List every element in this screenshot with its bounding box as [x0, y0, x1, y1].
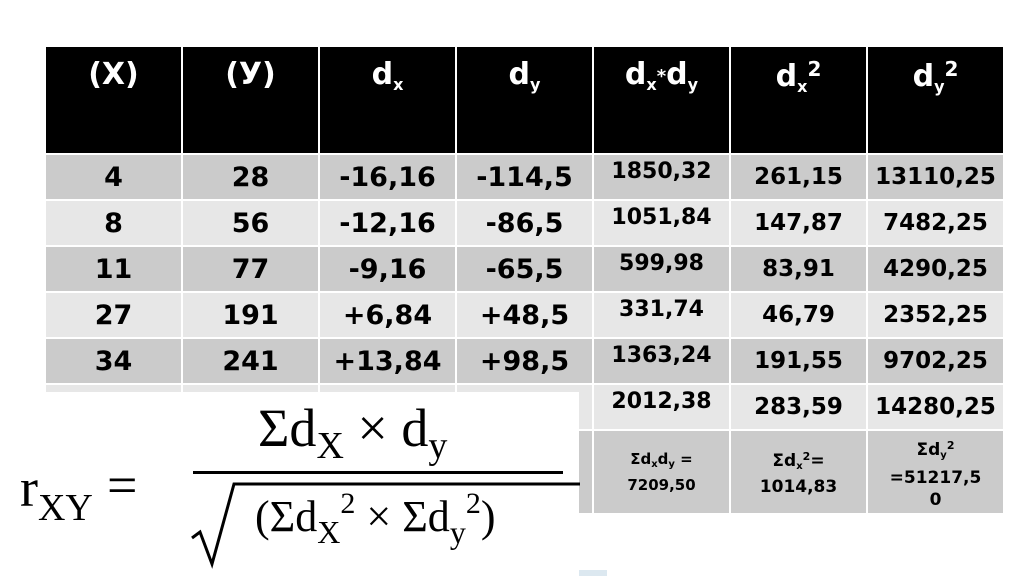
table-row: 4 28 -16,16 -114,5 1850,32 261,15 13110,25	[44, 153, 1005, 201]
formula-numerator: ΣdX × dy	[258, 398, 448, 467]
table-row: 34 241 +13,84 +98,5 1363,24 191,55 9702,25	[44, 337, 1005, 385]
table-cell: 56	[181, 199, 320, 247]
fraction-bar	[193, 471, 563, 474]
table-cell: -114,5	[455, 153, 594, 201]
table-cell: 4	[44, 153, 183, 201]
header-row: (X) (У) dx dy dx*dy dx2 dy2	[44, 45, 1005, 155]
table-cell: 9702,25	[866, 337, 1005, 385]
formula-denominator: (ΣdX2 × Σdy2)	[255, 487, 496, 550]
sum-dx-dy: Σdxdy = 7209,50	[592, 429, 731, 515]
sum-dx-squared: Σdx2= 1014,83	[729, 429, 868, 515]
table-cell: 46,79	[729, 291, 868, 339]
table-cell: 331,74	[592, 291, 731, 339]
table-cell: 13110,25	[866, 153, 1005, 201]
table-cell: 1363,24	[592, 337, 731, 385]
table-cell: -86,5	[455, 199, 594, 247]
table-row: 27 191 +6,84 +48,5 331,74 46,79 2352,25	[44, 291, 1005, 339]
table-cell: 261,15	[729, 153, 868, 201]
header-y: (У)	[181, 45, 320, 155]
table-cell: 4290,25	[866, 245, 1005, 293]
table-cell: 147,87	[729, 199, 868, 247]
table-row: 8 56 -12,16 -86,5 1051,84 147,87 7482,25	[44, 199, 1005, 247]
header-dx: dx	[318, 45, 457, 155]
table-cell: 7482,25	[866, 199, 1005, 247]
table-cell: -65,5	[455, 245, 594, 293]
table-cell: +6,84	[318, 291, 457, 339]
table-cell: +13,84	[318, 337, 457, 385]
sum-dy-squared: Σdy2 =51217,5 0	[866, 429, 1005, 515]
table-cell: 241	[181, 337, 320, 385]
table-cell: +48,5	[455, 291, 594, 339]
image-edge	[579, 570, 607, 576]
table-cell: 8	[44, 199, 183, 247]
header-x: (X)	[44, 45, 183, 155]
table-cell: +98,5	[455, 337, 594, 385]
formula-lhs: rXY	[20, 458, 93, 529]
header-dx-dy: dx*dy	[592, 45, 731, 155]
table-cell: 1051,84	[592, 199, 731, 247]
table-cell: -9,16	[318, 245, 457, 293]
table-cell: 2012,38	[592, 383, 731, 431]
table-cell: 599,98	[592, 245, 731, 293]
table-cell: 83,91	[729, 245, 868, 293]
table-cell: 11	[44, 245, 183, 293]
table-cell: 283,59	[729, 383, 868, 431]
table-cell: 191	[181, 291, 320, 339]
table-cell: 2352,25	[866, 291, 1005, 339]
table-cell: 77	[181, 245, 320, 293]
correlation-formula: rXY = ΣdX × dy (ΣdX2 × Σdy2)	[0, 392, 580, 576]
table-row: 11 77 -9,16 -65,5 599,98 83,91 4290,25	[44, 245, 1005, 293]
table-cell: 27	[44, 291, 183, 339]
table-cell: 34	[44, 337, 183, 385]
formula-equals: =	[107, 455, 138, 515]
table-cell: -12,16	[318, 199, 457, 247]
table-cell: 1850,32	[592, 153, 731, 201]
table-cell: 14280,25	[866, 383, 1005, 431]
table-cell: 191,55	[729, 337, 868, 385]
table-cell: -16,16	[318, 153, 457, 201]
header-dy-squared: dy2	[866, 45, 1005, 155]
radical-sign	[191, 482, 580, 569]
header-dy: dy	[455, 45, 594, 155]
table-cell: 28	[181, 153, 320, 201]
header-dx-squared: dx2	[729, 45, 868, 155]
